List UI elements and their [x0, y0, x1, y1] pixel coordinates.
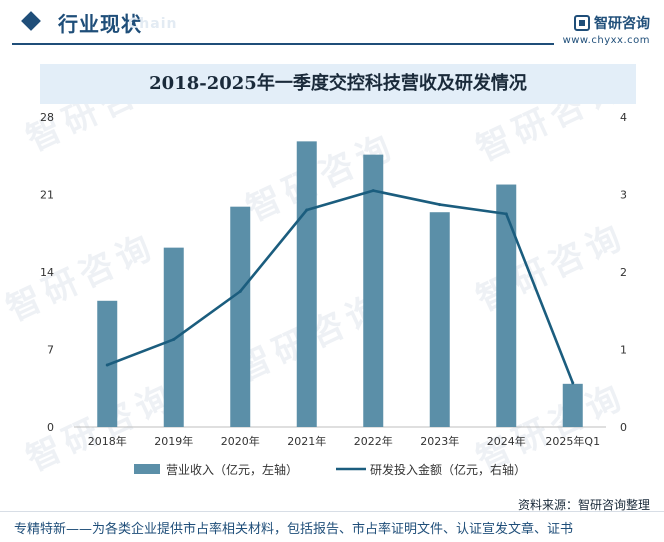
- chart: 0 7 14 21 28 0 1 2 3 4 2018年 2019年 2020年 2021年 2022年 20…: [40, 111, 627, 477]
- brand: 智研咨询 www.chyxx.com: [563, 12, 650, 46]
- revenue-bar: [496, 184, 517, 427]
- legend-label-revenue: 营业收入（亿元，左轴）: [166, 462, 298, 477]
- x-tick-label: 2018年: [88, 434, 127, 448]
- y-left-tick-label: 28: [40, 111, 54, 124]
- y-right-tick-label: 1: [620, 344, 627, 357]
- rd-line: [106, 189, 574, 384]
- y-left-tick-label: 7: [47, 344, 54, 357]
- revenue-bar: [230, 206, 251, 427]
- rd-point: [438, 203, 442, 207]
- rd-point: [238, 289, 242, 293]
- rd-point: [105, 363, 109, 367]
- y-right-tick-label: 4: [620, 111, 627, 124]
- rd-point: [371, 189, 375, 193]
- y-right-tick-label: 0: [620, 421, 627, 434]
- ghost-text: Chain: [128, 16, 178, 32]
- y-right-tick-label: 2: [620, 266, 627, 279]
- x-tick-label: 2025年Q1: [545, 434, 600, 448]
- revenue-bar: [163, 247, 184, 427]
- x-tick-label: 2021年: [287, 434, 326, 448]
- footer-bar: 专精特新——为各类企业提供市占率相关材料，包括报告、市占率证明文件、认证宣发文章…: [0, 511, 664, 542]
- x-tick-label: 2023年: [420, 434, 459, 448]
- y-left-tick-label: 21: [40, 189, 54, 202]
- rd-point: [571, 381, 575, 385]
- source-note: 资料来源：智研咨询整理: [517, 498, 650, 512]
- legend-label-rd: 研发投入金额（亿元，右轴）: [370, 462, 526, 477]
- legend-swatch-revenue: [134, 464, 160, 474]
- x-tick-label: 2022年: [354, 434, 393, 448]
- header: 行业现状 Chain 智研咨询 www.chyxx.com: [0, 0, 664, 46]
- chart-title-bar: 2018-2025年一季度交控科技营收及研发情况: [40, 64, 636, 104]
- header-divider: [12, 43, 554, 45]
- brand-url: www.chyxx.com: [562, 34, 650, 46]
- revenue-bar: [562, 383, 583, 427]
- revenue-bar: [296, 141, 317, 427]
- y-left-tick-label: 0: [47, 421, 54, 434]
- x-tick-label: 2024年: [487, 434, 526, 448]
- revenue-bar: [429, 212, 450, 427]
- revenue-bar: [363, 154, 384, 427]
- y-right-tick-label: 3: [620, 189, 627, 202]
- x-tick-label: 2020年: [221, 434, 260, 448]
- chart-title: 2018-2025年一季度交控科技营收及研发情况: [149, 73, 527, 94]
- section-title: 行业现状: [58, 12, 142, 36]
- footer-text: 专精特新——为各类企业提供市占率相关材料，包括报告、市占率证明文件、认证宣发文章…: [14, 522, 574, 537]
- rd-point: [504, 212, 508, 216]
- rd-point: [305, 208, 309, 212]
- brand-name: 智研咨询: [594, 15, 650, 32]
- rd-point: [172, 337, 176, 341]
- brand-logo-icon: [574, 14, 590, 31]
- y-left-tick-label: 14: [40, 266, 54, 279]
- x-tick-label: 2019年: [154, 434, 193, 448]
